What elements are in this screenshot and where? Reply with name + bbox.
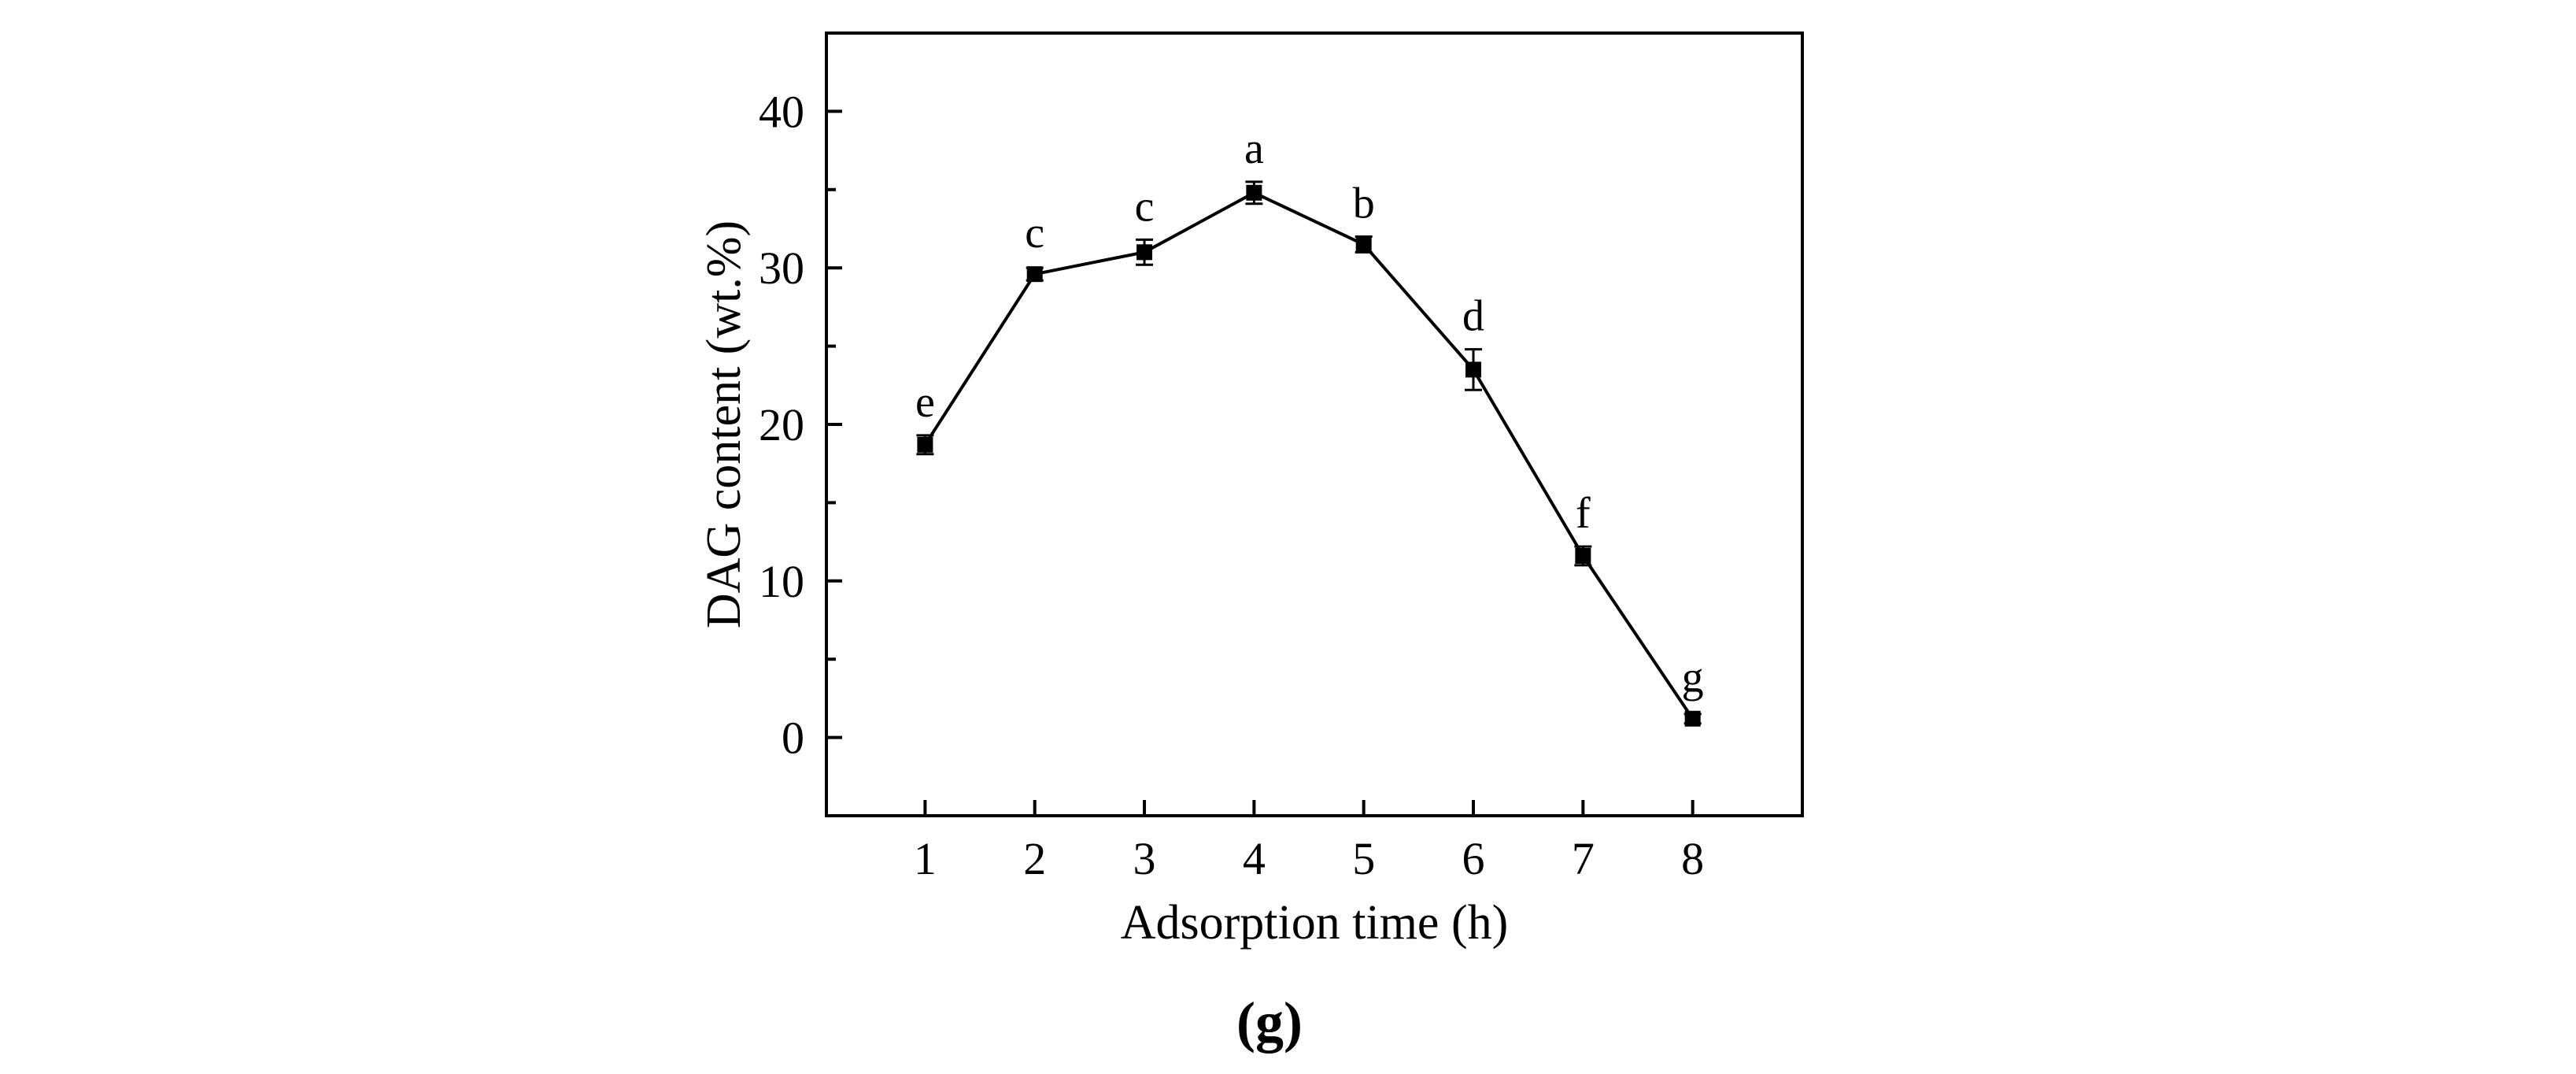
data-point — [1026, 266, 1043, 283]
significance-label: d — [1462, 292, 1484, 341]
significance-label: g — [1682, 654, 1704, 702]
x-tick-label: 6 — [1462, 833, 1485, 884]
panel-label: (g) — [1236, 991, 1303, 1054]
significance-label: a — [1244, 124, 1264, 173]
y-axis-label: DAG content (wt.%) — [697, 220, 751, 628]
series-layer: e c c a b d f g — [915, 124, 1704, 727]
data-point — [1465, 361, 1482, 378]
x-tick-label: 4 — [1243, 833, 1266, 884]
x-axis-ticks: 1 2 3 4 5 6 7 8 — [914, 800, 1704, 884]
data-point — [1575, 547, 1591, 564]
significance-label: c — [1025, 209, 1044, 257]
data-point — [1246, 184, 1262, 201]
x-tick-label: 1 — [914, 833, 937, 884]
y-tick-label: 30 — [759, 243, 804, 294]
y-tick-label: 40 — [759, 86, 804, 137]
significance-label: f — [1576, 489, 1591, 538]
data-point — [917, 436, 933, 453]
y-axis-ticks: 0 10 20 30 40 — [759, 86, 842, 817]
x-tick-label: 5 — [1352, 833, 1375, 884]
x-axis-label: Adsorption time (h) — [1121, 896, 1509, 950]
data-point — [1684, 710, 1701, 727]
x-tick-label: 3 — [1133, 833, 1156, 884]
y-tick-label: 20 — [759, 399, 804, 450]
significance-label: b — [1353, 179, 1375, 228]
significance-label: e — [915, 378, 935, 427]
y-tick-label: 0 — [782, 713, 804, 764]
x-tick-label: 7 — [1572, 833, 1595, 884]
plot-frame — [825, 31, 1804, 817]
x-tick-label: 8 — [1681, 833, 1704, 884]
series-line — [923, 191, 1695, 720]
data-point — [1355, 236, 1372, 253]
data-point — [1136, 244, 1153, 261]
y-tick-label: 10 — [759, 556, 804, 607]
significance-label: c — [1135, 182, 1155, 231]
x-tick-label: 2 — [1023, 833, 1046, 884]
